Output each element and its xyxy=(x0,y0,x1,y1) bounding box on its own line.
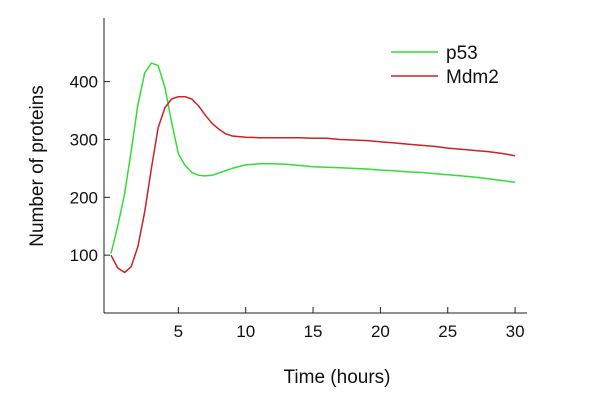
x-tick-label: 30 xyxy=(506,322,525,341)
series-line-p53 xyxy=(110,62,516,254)
x-tick-label: 20 xyxy=(371,322,390,341)
x-axis-title: Time (hours) xyxy=(284,367,391,388)
x-tick-label: 10 xyxy=(236,322,255,341)
x-tick-label: 5 xyxy=(174,322,183,341)
y-tick-label: 100 xyxy=(70,246,98,265)
legend-label-p53: p53 xyxy=(446,43,478,64)
series-line-mdm2 xyxy=(110,95,516,274)
axes: 100 200 300 400 5 10 15 20 25 30 xyxy=(70,18,527,341)
legend: p53 Mdm2 xyxy=(391,43,499,88)
x-tick-label: 15 xyxy=(304,322,323,341)
y-tick-label: 400 xyxy=(70,73,98,92)
y-tick-label: 300 xyxy=(70,130,98,149)
series-layer xyxy=(110,62,516,274)
x-tick-label: 25 xyxy=(438,322,457,341)
legend-label-mdm2: Mdm2 xyxy=(446,67,499,88)
y-tick-label: 200 xyxy=(70,188,98,207)
y-axis-title: Number of proteins xyxy=(27,85,48,247)
